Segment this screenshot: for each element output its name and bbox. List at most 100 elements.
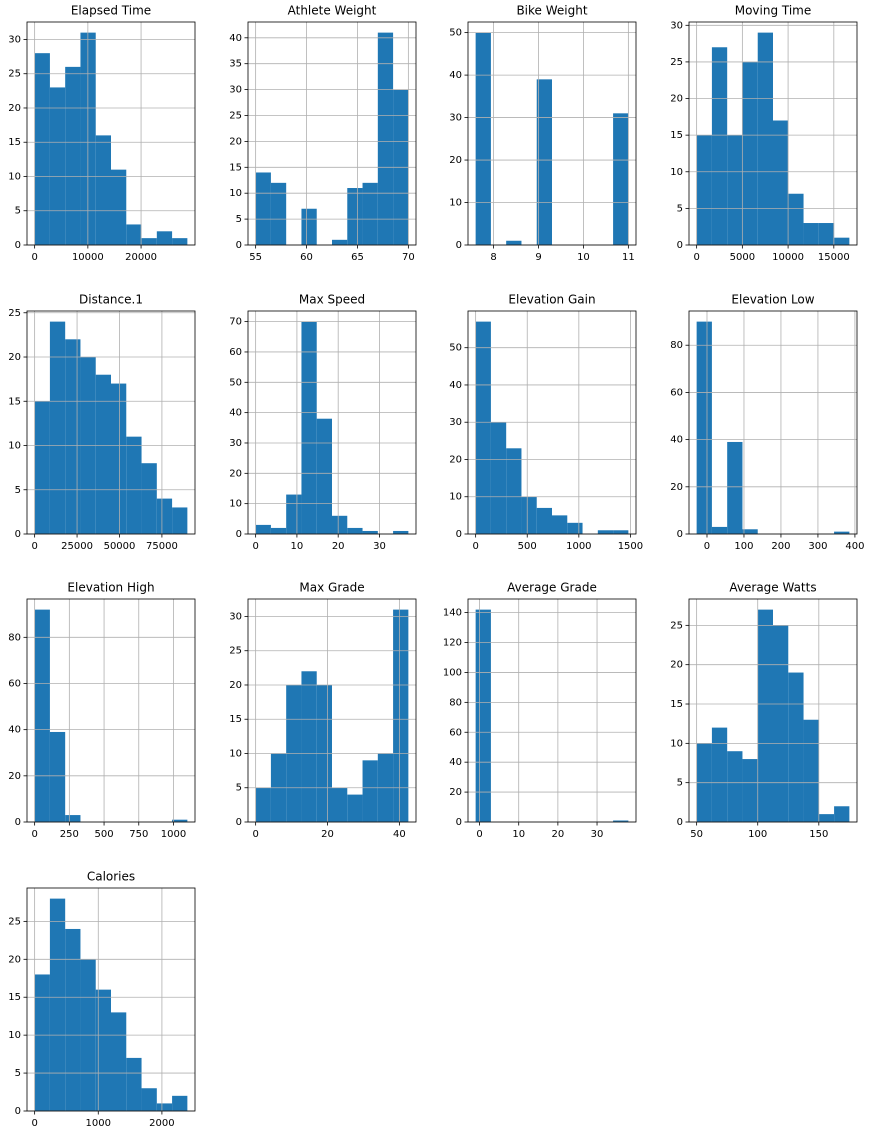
- x-tick-label: 150: [809, 829, 828, 840]
- bar: [393, 530, 409, 534]
- x-tick-label: 200: [771, 541, 790, 552]
- subplot-title: Elevation Gain: [508, 293, 595, 307]
- bar: [34, 974, 50, 1111]
- subplot-title: Bike Weight: [516, 4, 587, 18]
- y-tick-label: 0: [15, 817, 21, 828]
- y-tick-label: 30: [229, 85, 242, 96]
- y-tick-label: 40: [8, 725, 21, 736]
- bar: [521, 496, 537, 534]
- y-tick-label: 40: [449, 757, 462, 768]
- y-tick-label: 5: [677, 778, 683, 789]
- bar: [141, 463, 157, 534]
- bar: [818, 223, 835, 245]
- x-tick-label: 400: [845, 541, 864, 552]
- bar: [126, 1057, 142, 1111]
- x-tick-label: 1000: [566, 541, 591, 552]
- y-tick-label: 0: [677, 529, 683, 540]
- subplot-title: Max Grade: [299, 581, 364, 595]
- bar: [332, 515, 348, 534]
- y-tick-label: 20: [449, 155, 462, 166]
- y-tick-label: 120: [443, 638, 462, 649]
- axes-frame: [688, 598, 858, 823]
- bar: [316, 418, 332, 534]
- bar: [270, 182, 287, 245]
- x-tick-label: 0: [252, 541, 258, 552]
- y-tick-label: 40: [449, 380, 462, 391]
- x-tick-label: 1000: [161, 829, 186, 840]
- x-tick-label: 10: [291, 541, 304, 552]
- x-tick-label: 0: [693, 252, 699, 263]
- x-tick-label: 25000: [61, 541, 93, 552]
- y-tick-label: 10: [8, 441, 21, 452]
- x-tick-label: 500: [95, 829, 114, 840]
- bar: [347, 527, 363, 534]
- bar: [788, 193, 804, 245]
- x-tick-label: 300: [808, 541, 827, 552]
- bar: [255, 524, 271, 534]
- y-tick-label: 25: [8, 916, 21, 927]
- x-tick-label: 50000: [104, 541, 136, 552]
- y-tick-label: 20: [670, 94, 683, 105]
- bar: [613, 530, 629, 534]
- bar: [742, 61, 758, 246]
- bar: [393, 609, 409, 822]
- x-tick-label: 30: [373, 541, 386, 552]
- bar: [95, 989, 111, 1111]
- x-tick-label: 0: [472, 541, 478, 552]
- y-tick-label: 70: [229, 317, 242, 328]
- x-tick-label: 10: [512, 829, 525, 840]
- y-tick-label: 0: [677, 817, 683, 828]
- bar: [34, 401, 50, 534]
- x-tick-label: 9: [535, 252, 541, 263]
- bar: [711, 727, 728, 822]
- bar: [834, 806, 850, 822]
- y-tick-label: 5: [15, 1068, 21, 1079]
- bar: [95, 135, 111, 245]
- y-tick-label: 0: [236, 240, 242, 251]
- y-tick-label: 25: [8, 308, 21, 319]
- x-tick-label: 0: [31, 252, 37, 263]
- y-tick-label: 20: [449, 787, 462, 798]
- y-tick-label: 5: [15, 485, 21, 496]
- y-tick-label: 40: [229, 408, 242, 419]
- x-tick-label: 15000: [818, 252, 850, 263]
- subplot-title: Distance.1: [79, 293, 143, 307]
- y-tick-label: 20: [8, 771, 21, 782]
- x-tick-label: 55: [249, 252, 262, 263]
- y-tick-label: 10: [8, 171, 21, 182]
- bar: [156, 498, 173, 534]
- y-tick-label: 30: [229, 611, 242, 622]
- x-tick-label: 50: [690, 829, 703, 840]
- y-tick-label: 80: [449, 697, 462, 708]
- y-tick-label: 20: [449, 454, 462, 465]
- x-tick-label: 20000: [125, 252, 157, 263]
- y-tick-label: 10: [449, 198, 462, 209]
- x-tick-label: 750: [129, 829, 148, 840]
- x-tick-label: 0: [31, 541, 37, 552]
- bar: [301, 321, 317, 534]
- bar: [727, 751, 743, 822]
- y-tick-label: 50: [229, 377, 242, 388]
- bar: [613, 820, 629, 822]
- y-tick-label: 60: [670, 387, 683, 398]
- bar: [172, 1095, 188, 1111]
- y-tick-label: 20: [229, 136, 242, 147]
- y-tick-label: 20: [8, 103, 21, 114]
- x-tick-label: 100: [734, 541, 753, 552]
- bar: [773, 625, 789, 822]
- x-tick-label: 100: [748, 829, 767, 840]
- subplot-title: Elevation High: [67, 581, 154, 595]
- bar: [141, 1088, 157, 1111]
- bar: [65, 928, 81, 1111]
- bar: [49, 731, 66, 822]
- axes-frame: [688, 310, 858, 535]
- y-tick-label: 0: [456, 240, 462, 251]
- y-tick-label: 40: [449, 70, 462, 81]
- y-tick-label: 15: [8, 992, 21, 1003]
- x-tick-label: 8: [490, 252, 496, 263]
- x-tick-label: 20: [332, 541, 345, 552]
- bar: [742, 529, 758, 534]
- y-tick-label: 25: [670, 620, 683, 631]
- y-tick-label: 25: [8, 69, 21, 80]
